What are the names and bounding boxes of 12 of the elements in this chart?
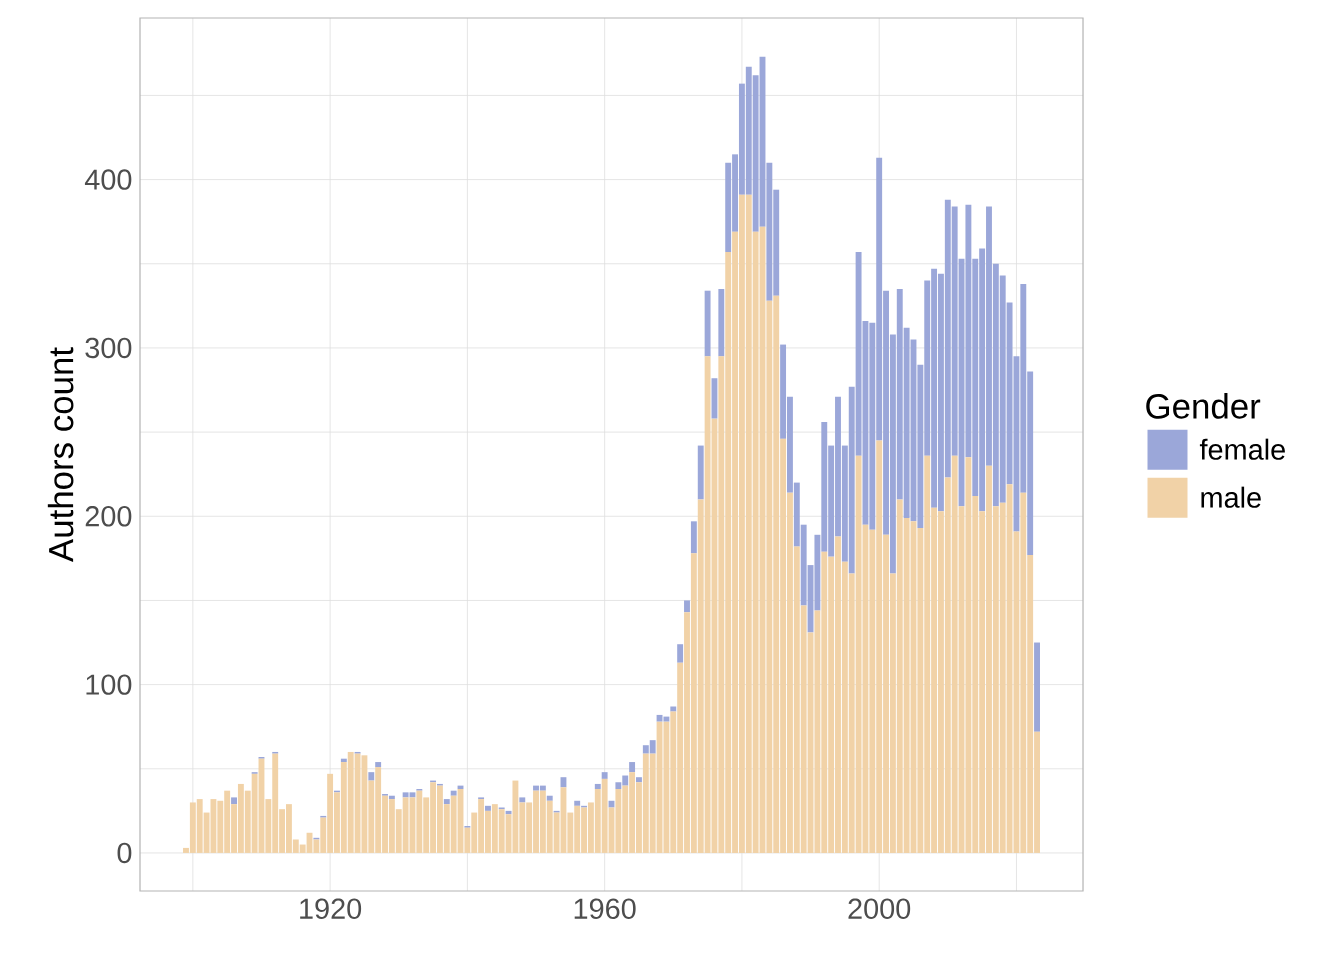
y-axis-title: Authors count [47,347,74,563]
y-tick-label: 200 [85,506,132,527]
legend-label: male [1201,486,1261,508]
y-tick-label: 0 [117,842,132,864]
x-tick-label: 1960 [574,898,636,919]
legend-title: Gender [1146,393,1261,419]
x-tick-label: 2000 [848,898,911,919]
y-tick-label: 100 [86,674,132,695]
x-tick-label: 1920 [300,898,362,919]
y-tick-label: 400 [84,169,132,190]
y-tick-label: 300 [85,337,132,359]
legend-label: female [1199,438,1285,460]
